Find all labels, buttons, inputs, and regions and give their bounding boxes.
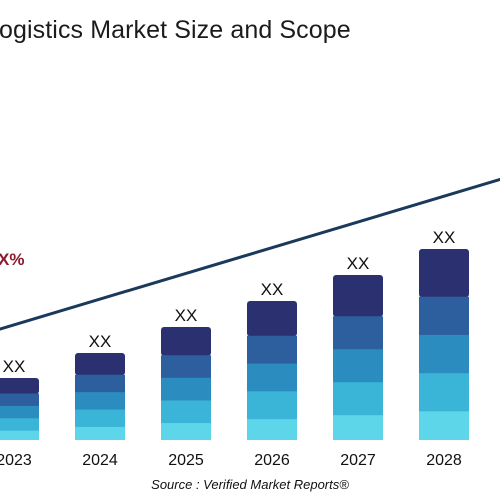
bar-segment [161, 400, 211, 424]
data-label: XX [175, 306, 198, 325]
data-labels-group: XX XX XX XX XX XX [3, 228, 456, 376]
bar-segment [247, 419, 297, 440]
bar-segment [419, 373, 469, 412]
trend-line [0, 177, 500, 331]
bar-segment [333, 415, 383, 440]
data-label: XX [3, 357, 26, 376]
bar-segment [419, 249, 469, 298]
x-tick-label: 2027 [340, 452, 376, 469]
bar-segment [247, 391, 297, 420]
bar-segment [161, 423, 211, 440]
x-tick-label: 2028 [426, 452, 462, 469]
cagr-label: X% [0, 250, 25, 269]
bar-2024 [75, 353, 125, 440]
chart-title: ogistics Market Size and Scope [0, 16, 351, 44]
bar-segment [161, 377, 211, 401]
bar-segment [75, 409, 125, 428]
bar-segment [333, 316, 383, 350]
bar-segment [419, 411, 469, 440]
source-note: Source : Verified Market Reports® [151, 477, 349, 492]
bar-segment [419, 334, 469, 374]
x-tick-label: 2024 [82, 452, 118, 469]
bar-segment [419, 296, 469, 336]
x-axis-ticks: 2023 2024 2025 2026 2027 2028 [0, 452, 462, 469]
bar-segment [0, 393, 39, 407]
data-label: XX [261, 280, 284, 299]
data-label: XX [347, 254, 370, 273]
bar-2028 [419, 249, 469, 440]
bar-segment [0, 418, 39, 432]
x-tick-label: 2023 [0, 452, 32, 469]
bar-segment [247, 335, 297, 365]
bar-segment [333, 275, 383, 317]
bar-segment [75, 353, 125, 376]
data-label: XX [433, 228, 456, 247]
x-tick-label: 2025 [168, 452, 204, 469]
bar-segment [247, 301, 297, 337]
bar-2023 [0, 378, 39, 440]
bar-segment [161, 355, 211, 379]
bar-2027 [333, 275, 383, 440]
bars-group [0, 249, 469, 440]
bar-segment [333, 382, 383, 416]
bar-segment [75, 374, 125, 393]
bar-segment [333, 349, 383, 383]
bar-segment [0, 405, 39, 419]
bar-2025 [161, 327, 211, 440]
bar-segment [0, 430, 39, 440]
bar-2026 [247, 301, 297, 440]
bar-segment [75, 426, 125, 440]
bar-segment [161, 327, 211, 356]
bar-segment [75, 392, 125, 411]
bar-segment [247, 363, 297, 392]
bar-segment [0, 378, 39, 394]
x-tick-label: 2026 [254, 452, 290, 469]
data-label: XX [89, 332, 112, 351]
